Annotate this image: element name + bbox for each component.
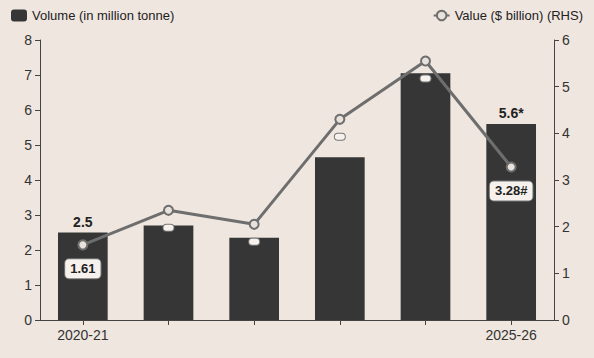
svg-text:0: 0 [24,312,32,328]
svg-text:2: 2 [24,242,32,258]
svg-text:1: 1 [24,277,32,293]
svg-text:Value ($ billion) (RHS): Value ($ billion) (RHS) [455,8,583,23]
svg-text:2020-21: 2020-21 [57,327,109,343]
svg-text:6: 6 [24,102,32,118]
svg-text:5.6*: 5.6* [499,105,524,121]
svg-text:5: 5 [24,137,32,153]
svg-text:2: 2 [562,219,570,235]
svg-text:2025-26: 2025-26 [485,327,537,343]
svg-text:3: 3 [24,207,32,223]
svg-text:Volume (in million tonne): Volume (in million tonne) [32,8,174,23]
svg-text:8: 8 [24,32,32,48]
svg-text:7: 7 [24,67,32,83]
svg-text:3: 3 [562,172,570,188]
svg-text:1.61: 1.61 [70,261,95,276]
svg-text:3.28#: 3.28# [495,183,528,198]
svg-text:5: 5 [562,79,570,95]
svg-text:4: 4 [562,125,570,141]
svg-text:1: 1 [562,265,570,281]
svg-text:0: 0 [562,312,570,328]
svg-text:2.5: 2.5 [73,214,93,230]
svg-text:4: 4 [24,172,32,188]
svg-text:6: 6 [562,32,570,48]
